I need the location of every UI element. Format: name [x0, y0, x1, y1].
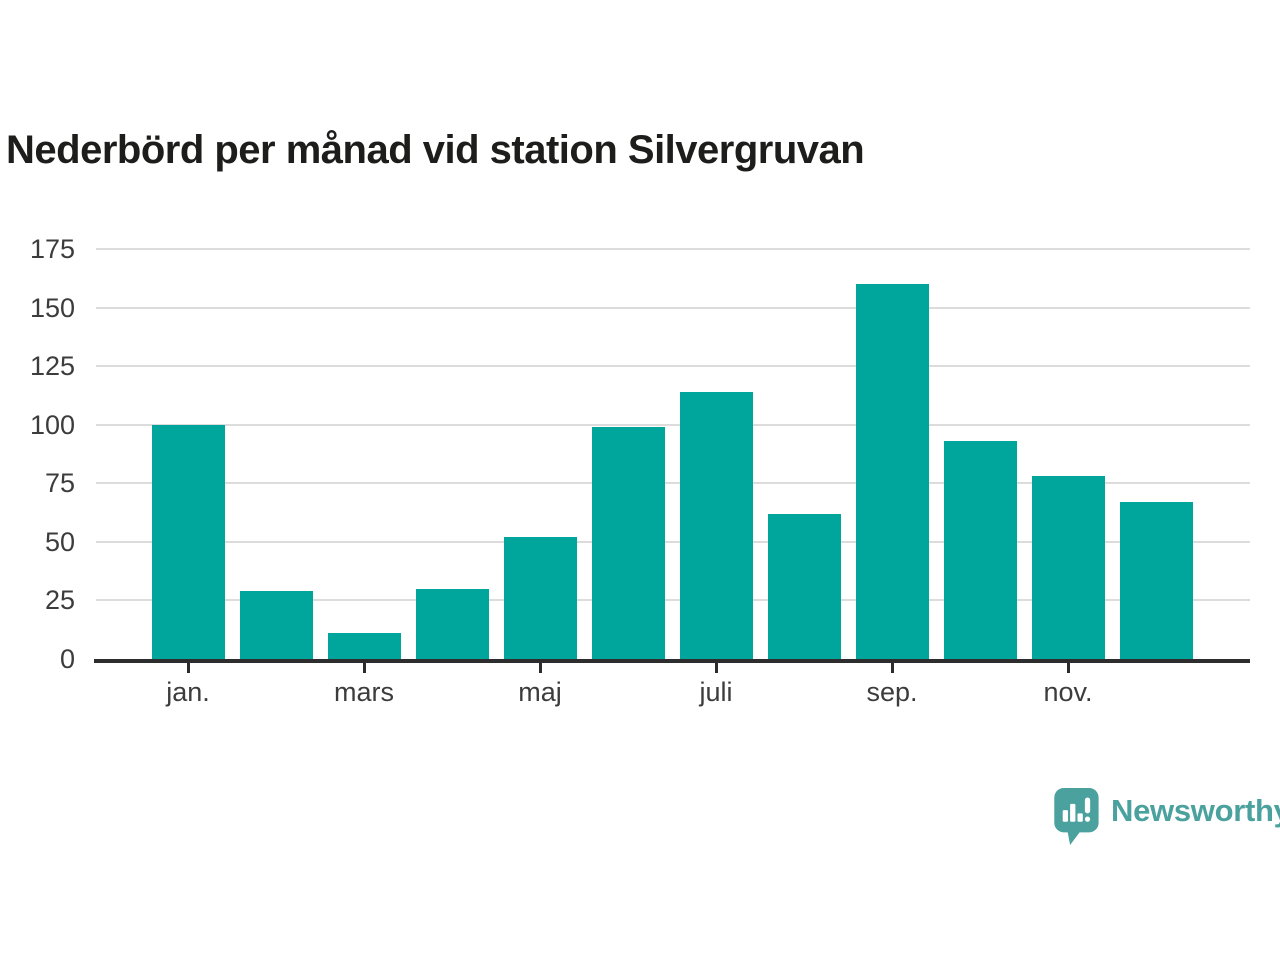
x-axis-label-juli: juli [699, 677, 733, 707]
bar-6 [591, 427, 665, 659]
bar-5 [503, 537, 577, 659]
x-axis-tick-juli [714, 663, 718, 673]
y-axis-label-100: 100 [29, 409, 75, 440]
gridline-y-75 [96, 482, 1250, 485]
x-axis-label-mars: mars [334, 677, 394, 707]
bar-1 [151, 424, 225, 659]
x-axis-label-sep: sep. [866, 677, 918, 707]
x-axis-tick-nov [1066, 663, 1070, 673]
bar-7 [679, 391, 753, 659]
newsworthy-logo-text: Newsworthy [1111, 793, 1280, 828]
x-axis-tick-jan [186, 663, 190, 673]
gridline-y-175 [96, 248, 1250, 250]
bar-9 [855, 284, 929, 659]
y-axis-label-150: 150 [29, 292, 75, 323]
gridline-y-125 [96, 365, 1250, 368]
bar-3 [327, 633, 401, 659]
bar-8 [767, 513, 841, 659]
gridline-y-25 [96, 599, 1250, 602]
bar-2 [239, 591, 313, 659]
bar-11 [1031, 476, 1105, 659]
y-axis-label-50: 50 [44, 526, 75, 557]
gridline-y-50 [96, 540, 1250, 543]
bar-12 [1119, 502, 1193, 659]
chart-title: Nederbörd per månad vid station Silvergr… [6, 128, 865, 172]
x-axis-tick-maj [538, 663, 542, 673]
y-axis-label-0: 0 [59, 644, 75, 674]
x-axis-label-maj: maj [518, 677, 562, 707]
newsworthy-chart-bubble-icon [1054, 788, 1101, 850]
newsworthy-logo[interactable]: Newsworthy [1054, 788, 1280, 850]
gridline-y-100 [96, 423, 1250, 426]
x-axis-tick-sep [890, 663, 894, 673]
y-axis-label-25: 25 [44, 585, 75, 616]
bar-10 [943, 441, 1017, 659]
x-axis-label-jan: jan. [166, 677, 210, 707]
x-axis-tick-mars [362, 663, 366, 673]
bar-4 [415, 588, 489, 659]
x-axis-line [94, 659, 1250, 663]
y-axis-label-175: 175 [29, 234, 75, 264]
y-axis-label-75: 75 [44, 468, 75, 499]
y-axis-label-125: 125 [29, 351, 75, 382]
gridline-y-150 [96, 306, 1250, 309]
x-axis-label-nov: nov. [1043, 677, 1093, 707]
